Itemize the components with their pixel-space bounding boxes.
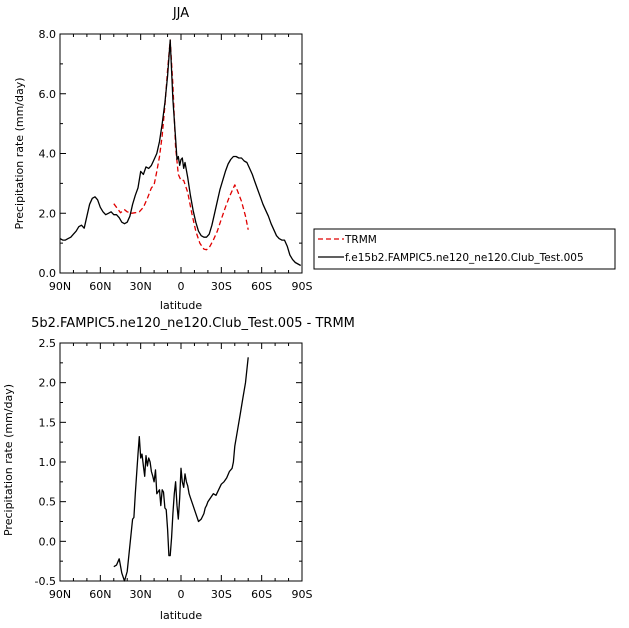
top-x-tick-label: 0 xyxy=(178,280,185,293)
bottom-series-line-0 xyxy=(113,357,249,582)
bottom-x-tick-label: 90N xyxy=(49,588,71,601)
bottom-x-tick-label: 30S xyxy=(211,588,232,601)
top-y-ticks: 0.0 2.0 4.0 6.0 8.0 xyxy=(39,28,302,280)
bottom-x-axis-label: latitude xyxy=(160,609,202,622)
legend-label-trmm: TRMM xyxy=(344,234,377,246)
top-y-tick-label: 6.0 xyxy=(39,88,57,101)
top-x-tick-label: 60S xyxy=(251,280,272,293)
top-x-tick-label: 90S xyxy=(292,280,313,293)
top-plot-frame xyxy=(59,33,303,274)
top-x-tick-label: 30N xyxy=(130,280,152,293)
bottom-x-tick-label: 60S xyxy=(251,588,272,601)
top-y-axis-label: Precipitation rate (mm/day) xyxy=(13,77,26,229)
top-chart-title: JJA xyxy=(172,6,189,21)
top-x-tick-label: 90N xyxy=(49,280,71,293)
bottom-x-tick-label: 60N xyxy=(89,588,111,601)
bottom-series-group xyxy=(113,357,249,582)
legend-box xyxy=(313,228,616,270)
bottom-y-tick-label: 0.0 xyxy=(39,535,57,548)
top-x-axis-label: latitude xyxy=(160,299,202,312)
bottom-x-ticks: 90N 60N 30N 0 30S 60S 90S xyxy=(49,343,313,601)
bottom-y-tick-label: 2.5 xyxy=(39,337,57,350)
bottom-y-tick-label: 2.0 xyxy=(39,377,57,390)
top-x-tick-label: 60N xyxy=(89,280,111,293)
top-y-tick-label: 0.0 xyxy=(39,267,57,280)
top-y-tick-label: 4.0 xyxy=(39,148,57,161)
top-series-group xyxy=(59,39,302,267)
bottom-y-tick-label: 1.5 xyxy=(39,416,57,429)
top-series-line-0 xyxy=(113,39,249,251)
bottom-y-axis-label: Precipitation rate (mm/day) xyxy=(2,384,15,536)
top-y-tick-label: 2.0 xyxy=(39,207,57,220)
bottom-y-tick-label: -0.5 xyxy=(35,575,56,588)
top-series-line-1 xyxy=(59,39,302,267)
top-y-tick-label: 8.0 xyxy=(39,28,57,41)
legend: TRMM f.e15b2.FAMPIC5.ne120_ne120.Club_Te… xyxy=(313,228,616,270)
top-x-tick-label: 30S xyxy=(211,280,232,293)
legend-label-model: f.e15b2.FAMPIC5.ne120_ne120.Club_Test.00… xyxy=(345,252,584,264)
top-panel: JJA 90N 60N 30N 0 30S 60S 90S 0.02.04.06.08.0 … xyxy=(13,6,313,312)
bottom-plot-frame xyxy=(59,342,303,582)
bottom-x-tick-label: 90S xyxy=(292,588,313,601)
top-x-ticks: 90N 60N 30N 0 30S 60S 90S xyxy=(49,34,313,293)
bottom-y-tick-label: 0.5 xyxy=(39,496,57,509)
bottom-y-ticks: -0.5 0.0 0.5 1.0 1.5 2.0 2.5 xyxy=(35,337,302,588)
bottom-x-tick-label: 30N xyxy=(130,588,152,601)
bottom-chart-title: 5b2.FAMPIC5.ne120_ne120.Club_Test.005 - … xyxy=(31,316,355,331)
bottom-x-tick-label: 0 xyxy=(178,588,185,601)
bottom-panel: 5b2.FAMPIC5.ne120_ne120.Club_Test.005 - … xyxy=(2,316,355,622)
bottom-y-tick-label: 1.0 xyxy=(39,456,57,469)
